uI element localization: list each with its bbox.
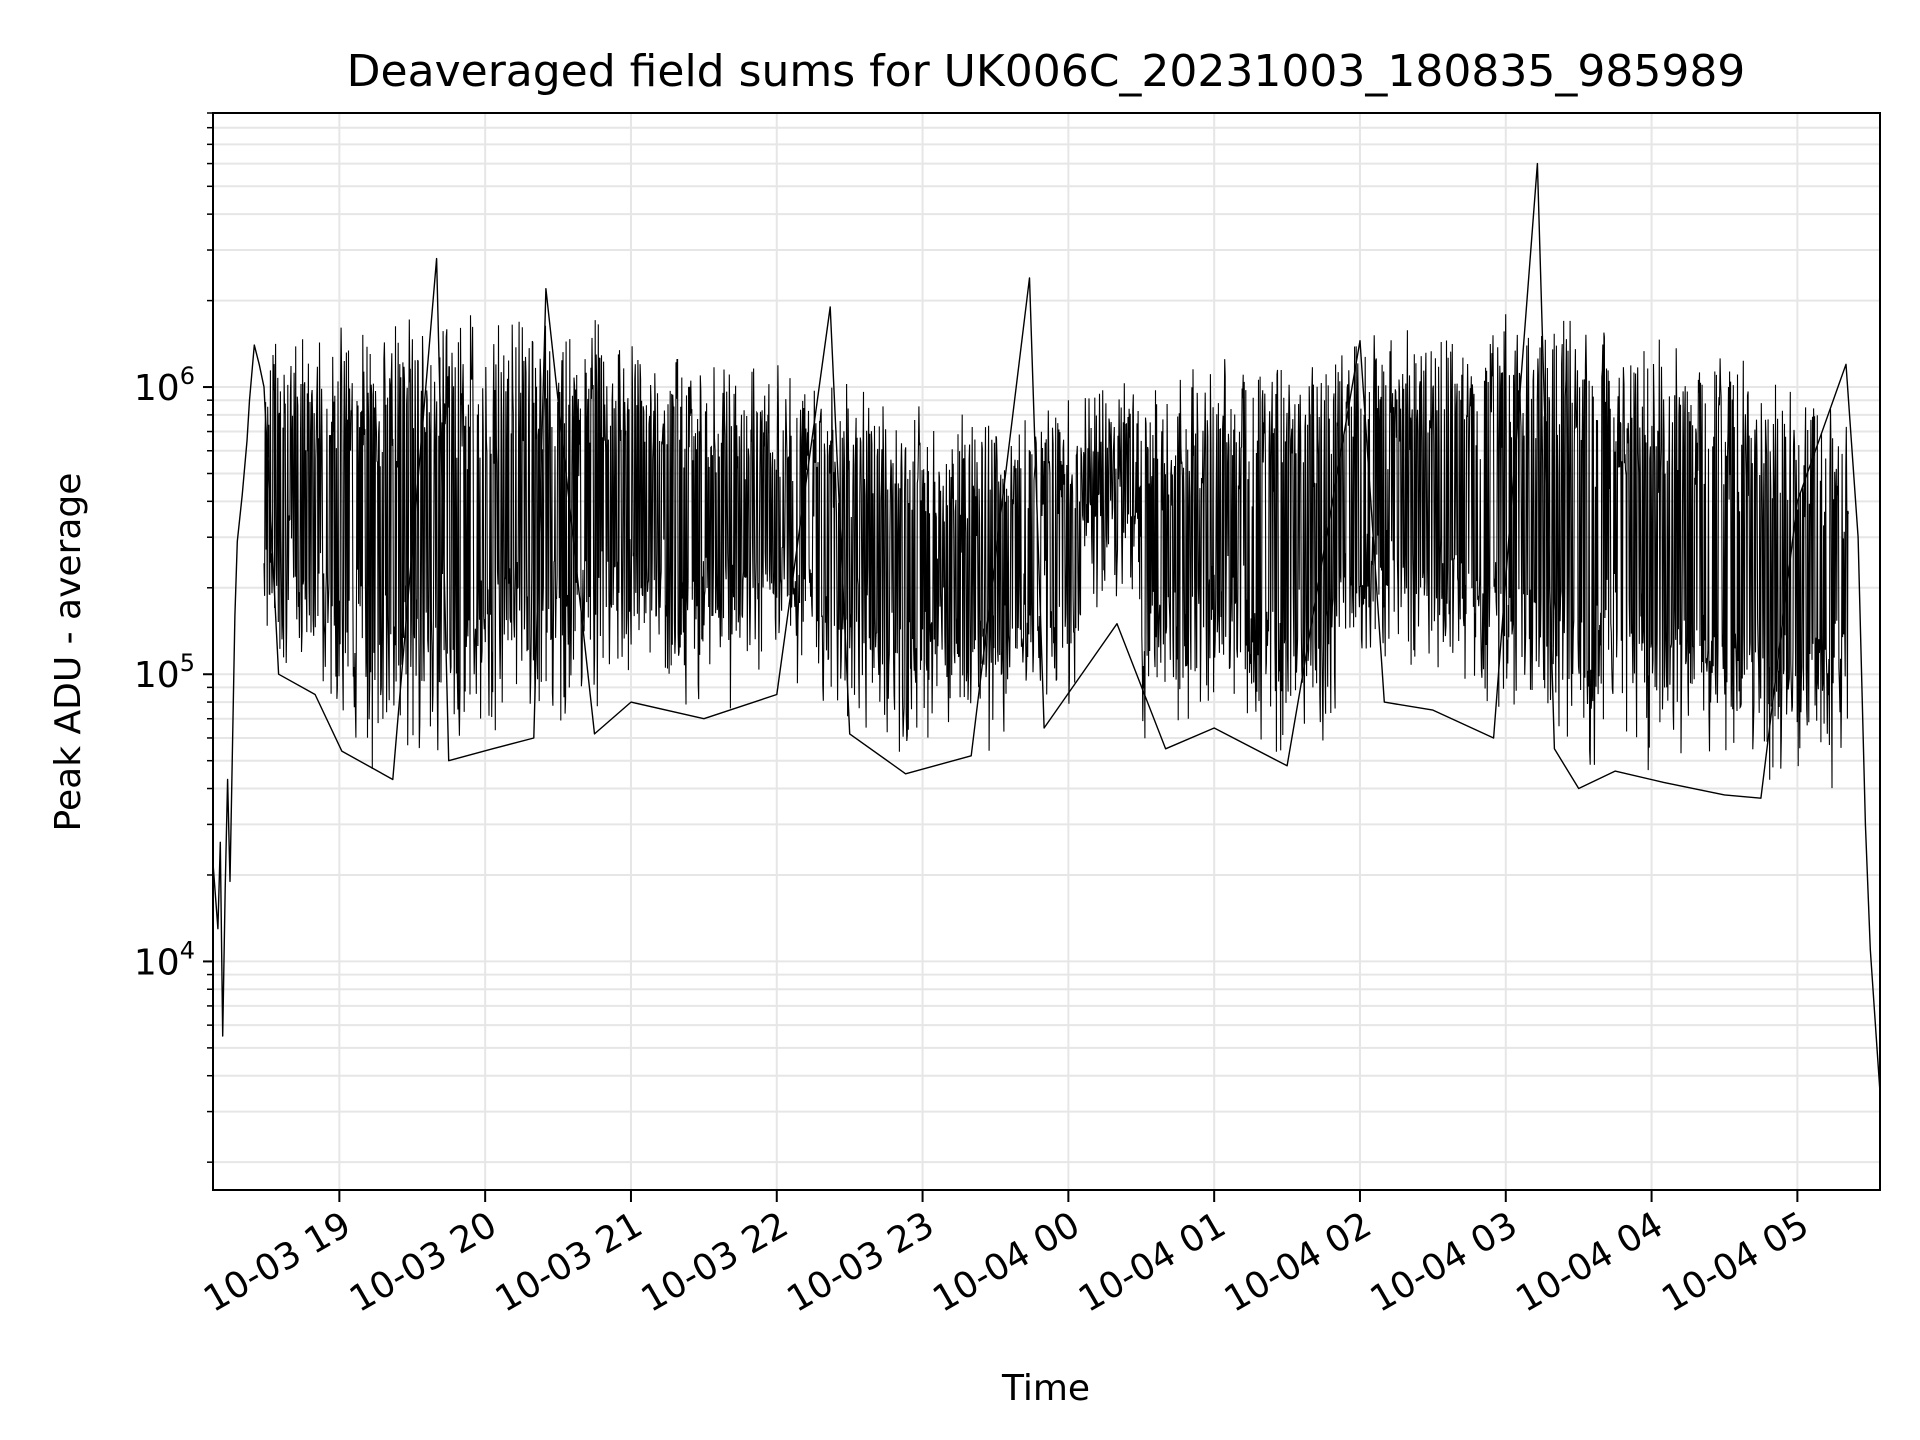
x-tick-label: 10-03 22 <box>635 1204 796 1320</box>
x-tick-label: 10-04 02 <box>1218 1204 1379 1320</box>
y-tick-label: 106 <box>134 362 195 409</box>
data-line-detail <box>263 314 1849 789</box>
chart-title: Deaveraged field sums for UK006C_2023100… <box>347 46 1746 97</box>
x-tick-label: 10-03 20 <box>343 1204 504 1320</box>
data-line-layer <box>212 162 1881 1093</box>
y-axis-label: Peak ADU - average <box>48 473 89 832</box>
x-tick-label: 10-04 01 <box>1072 1204 1233 1320</box>
x-axis-label: Time <box>1001 1368 1090 1409</box>
x-tick-label: 10-04 05 <box>1655 1204 1816 1320</box>
x-tick-label: 10-03 23 <box>780 1204 941 1320</box>
y-axis-ticks: 104 105 106 <box>134 112 213 1163</box>
x-tick-label: 10-03 19 <box>197 1204 358 1320</box>
x-tick-label: 10-03 21 <box>489 1204 650 1320</box>
y-tick-label: 104 <box>134 936 195 983</box>
y-tick-label: 105 <box>134 649 195 696</box>
plot-frame <box>212 112 1881 1191</box>
x-tick-label: 10-04 00 <box>926 1204 1087 1320</box>
data-line <box>212 162 1881 1093</box>
x-tick-label: 10-04 03 <box>1364 1204 1525 1320</box>
x-tick-label: 10-04 04 <box>1509 1204 1670 1320</box>
